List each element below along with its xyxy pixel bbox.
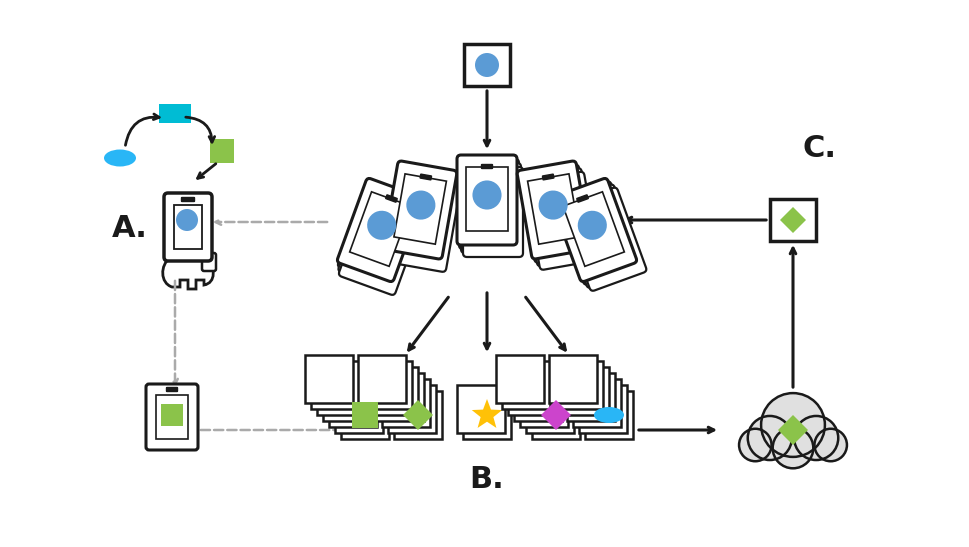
FancyBboxPatch shape — [209, 139, 234, 163]
FancyBboxPatch shape — [460, 163, 520, 253]
FancyBboxPatch shape — [393, 174, 446, 244]
FancyBboxPatch shape — [573, 379, 620, 427]
FancyBboxPatch shape — [393, 391, 442, 439]
FancyBboxPatch shape — [328, 379, 377, 427]
Circle shape — [578, 211, 607, 240]
Circle shape — [472, 181, 501, 210]
PathPatch shape — [163, 258, 213, 289]
Circle shape — [175, 209, 198, 231]
FancyBboxPatch shape — [363, 361, 412, 409]
FancyBboxPatch shape — [456, 385, 505, 433]
FancyBboxPatch shape — [502, 361, 549, 409]
FancyBboxPatch shape — [317, 367, 364, 415]
FancyBboxPatch shape — [386, 195, 396, 202]
Circle shape — [772, 428, 812, 468]
FancyBboxPatch shape — [462, 167, 522, 257]
FancyBboxPatch shape — [167, 387, 177, 392]
Ellipse shape — [593, 407, 623, 423]
FancyBboxPatch shape — [550, 178, 636, 282]
FancyBboxPatch shape — [352, 402, 378, 428]
FancyBboxPatch shape — [463, 44, 510, 86]
FancyBboxPatch shape — [146, 384, 198, 450]
Circle shape — [794, 416, 837, 460]
Circle shape — [747, 416, 791, 460]
FancyBboxPatch shape — [458, 159, 518, 249]
FancyBboxPatch shape — [337, 183, 422, 286]
Polygon shape — [471, 399, 502, 428]
FancyBboxPatch shape — [554, 361, 603, 409]
Ellipse shape — [104, 149, 136, 166]
FancyBboxPatch shape — [387, 174, 460, 272]
FancyBboxPatch shape — [420, 174, 431, 180]
FancyBboxPatch shape — [554, 182, 640, 284]
FancyBboxPatch shape — [519, 165, 593, 263]
FancyBboxPatch shape — [519, 379, 568, 427]
FancyBboxPatch shape — [164, 193, 212, 261]
FancyBboxPatch shape — [465, 167, 508, 231]
FancyBboxPatch shape — [567, 373, 614, 421]
FancyBboxPatch shape — [542, 174, 553, 180]
Text: A.: A. — [112, 213, 148, 242]
FancyBboxPatch shape — [304, 355, 353, 403]
FancyBboxPatch shape — [383, 161, 456, 259]
FancyBboxPatch shape — [456, 155, 516, 245]
FancyBboxPatch shape — [524, 172, 598, 270]
FancyBboxPatch shape — [516, 161, 590, 259]
FancyBboxPatch shape — [323, 373, 370, 421]
FancyBboxPatch shape — [557, 184, 642, 288]
FancyBboxPatch shape — [202, 253, 216, 271]
FancyBboxPatch shape — [562, 192, 624, 266]
FancyBboxPatch shape — [584, 391, 633, 439]
FancyBboxPatch shape — [173, 205, 202, 249]
Circle shape — [761, 393, 824, 457]
FancyBboxPatch shape — [462, 391, 511, 439]
FancyBboxPatch shape — [382, 379, 429, 427]
Polygon shape — [402, 400, 432, 430]
Polygon shape — [779, 207, 805, 233]
FancyBboxPatch shape — [358, 355, 406, 403]
Circle shape — [406, 190, 435, 220]
Polygon shape — [777, 415, 807, 445]
FancyBboxPatch shape — [159, 104, 191, 123]
FancyBboxPatch shape — [527, 174, 579, 244]
FancyBboxPatch shape — [161, 404, 183, 426]
Circle shape — [738, 429, 770, 461]
FancyBboxPatch shape — [369, 367, 418, 415]
Text: C.: C. — [802, 133, 836, 162]
FancyBboxPatch shape — [514, 373, 561, 421]
FancyBboxPatch shape — [561, 188, 645, 291]
FancyBboxPatch shape — [337, 178, 422, 282]
FancyBboxPatch shape — [522, 168, 596, 266]
Circle shape — [367, 211, 396, 240]
FancyBboxPatch shape — [548, 355, 596, 403]
FancyBboxPatch shape — [311, 361, 359, 409]
FancyBboxPatch shape — [338, 187, 423, 290]
FancyBboxPatch shape — [578, 385, 626, 433]
FancyBboxPatch shape — [577, 195, 587, 202]
Circle shape — [475, 53, 498, 77]
FancyBboxPatch shape — [769, 199, 815, 241]
FancyBboxPatch shape — [334, 385, 383, 433]
FancyBboxPatch shape — [531, 391, 579, 439]
Circle shape — [814, 429, 846, 461]
FancyBboxPatch shape — [508, 367, 555, 415]
Polygon shape — [541, 400, 571, 430]
FancyBboxPatch shape — [341, 391, 389, 439]
FancyBboxPatch shape — [349, 192, 411, 266]
FancyBboxPatch shape — [156, 395, 188, 439]
FancyBboxPatch shape — [338, 192, 423, 295]
FancyBboxPatch shape — [181, 197, 195, 201]
FancyBboxPatch shape — [481, 165, 492, 168]
Circle shape — [538, 190, 567, 220]
FancyBboxPatch shape — [386, 170, 459, 267]
FancyBboxPatch shape — [388, 385, 435, 433]
FancyBboxPatch shape — [495, 355, 544, 403]
FancyBboxPatch shape — [376, 373, 423, 421]
Text: B.: B. — [469, 465, 504, 494]
FancyBboxPatch shape — [525, 385, 574, 433]
FancyBboxPatch shape — [560, 367, 609, 415]
FancyBboxPatch shape — [384, 165, 457, 263]
